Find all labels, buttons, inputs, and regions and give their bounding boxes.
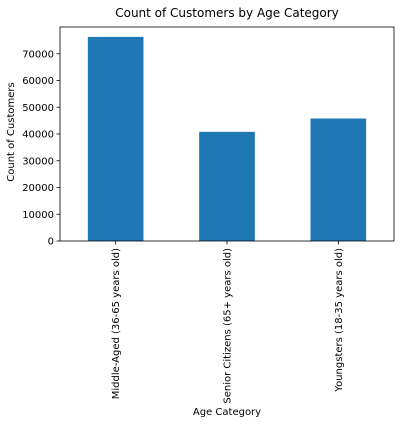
plot-frame [59, 26, 395, 242]
x-axis-label: Age Category [193, 407, 261, 418]
y-tick-label: 10000 [22, 210, 54, 221]
y-tick-label: 70000 [22, 49, 54, 60]
bars [87, 36, 367, 242]
y-axis-label: Count of Customers [6, 82, 17, 181]
bar [199, 131, 255, 241]
x-tick-label: Middle-Aged (36-65 years old) [111, 248, 122, 399]
y-tick-label: 0 [48, 237, 54, 248]
x-tick-label: Senior Citizens (65+ years old) [223, 248, 234, 404]
y-tick-label: 50000 [22, 103, 54, 114]
y-tick-label: 30000 [22, 156, 54, 167]
x-tick-label: Youngsters (18-35 years old) [334, 248, 345, 393]
bar [310, 118, 367, 241]
y-tick-label: 60000 [22, 76, 54, 87]
y-tick-label: 40000 [22, 130, 54, 141]
y-tick-label: 20000 [22, 183, 54, 194]
y-axis: 0 10000 20000 30000 40000 50000 60000 70000 [22, 49, 60, 248]
bar [87, 36, 144, 242]
x-axis: Middle-Aged (36-65 years old) Senior Citi… [111, 241, 345, 404]
chart-title: Count of Customers by Age Category [115, 6, 339, 20]
